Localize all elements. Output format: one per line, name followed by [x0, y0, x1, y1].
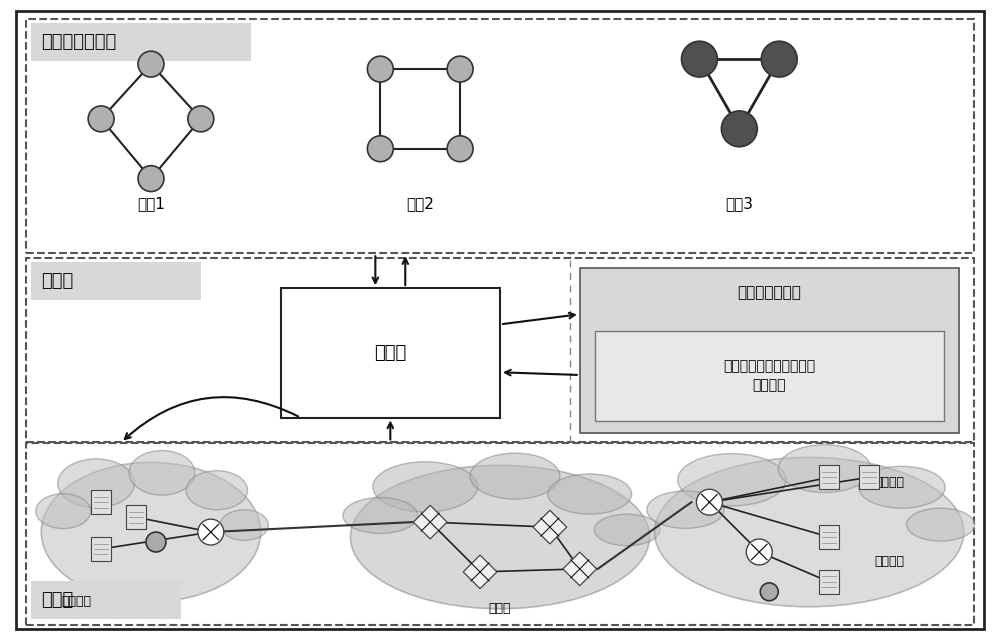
Circle shape	[696, 489, 722, 515]
Ellipse shape	[470, 453, 560, 499]
FancyBboxPatch shape	[31, 24, 251, 61]
Circle shape	[681, 41, 717, 77]
Ellipse shape	[58, 459, 135, 508]
Text: 虚拟网络请求层: 虚拟网络请求层	[41, 33, 117, 51]
FancyBboxPatch shape	[16, 11, 984, 628]
Ellipse shape	[373, 462, 478, 512]
FancyBboxPatch shape	[859, 465, 879, 489]
Circle shape	[760, 583, 778, 601]
Ellipse shape	[907, 508, 975, 541]
Ellipse shape	[41, 463, 261, 602]
Circle shape	[367, 56, 393, 82]
Ellipse shape	[36, 494, 91, 529]
FancyBboxPatch shape	[819, 570, 839, 594]
Circle shape	[138, 51, 164, 77]
FancyBboxPatch shape	[580, 268, 959, 433]
Polygon shape	[563, 552, 597, 586]
Circle shape	[146, 532, 166, 552]
Ellipse shape	[186, 471, 248, 510]
FancyBboxPatch shape	[595, 331, 944, 420]
FancyBboxPatch shape	[91, 490, 111, 514]
Circle shape	[447, 56, 473, 82]
Text: 虚拟网络管理器: 虚拟网络管理器	[737, 286, 801, 300]
Circle shape	[88, 106, 114, 132]
FancyBboxPatch shape	[819, 525, 839, 549]
Text: 控制器: 控制器	[374, 344, 406, 362]
Text: 数据中心: 数据中心	[874, 476, 904, 489]
Polygon shape	[463, 555, 497, 589]
Circle shape	[138, 166, 164, 191]
Text: 请求3: 请求3	[725, 196, 753, 211]
Ellipse shape	[350, 465, 650, 609]
Ellipse shape	[594, 514, 660, 545]
Circle shape	[198, 519, 224, 545]
Text: 请求1: 请求1	[137, 196, 165, 211]
Ellipse shape	[655, 457, 964, 607]
Text: 请求2: 请求2	[406, 196, 434, 211]
Polygon shape	[533, 510, 567, 544]
Text: 物理层: 物理层	[41, 591, 74, 609]
Ellipse shape	[647, 491, 724, 528]
Text: 数据中心: 数据中心	[874, 556, 904, 568]
Ellipse shape	[778, 445, 871, 493]
Ellipse shape	[548, 474, 632, 514]
Ellipse shape	[343, 498, 418, 533]
Circle shape	[721, 111, 757, 147]
FancyBboxPatch shape	[91, 537, 111, 561]
FancyBboxPatch shape	[819, 465, 839, 489]
Polygon shape	[413, 505, 447, 539]
Circle shape	[761, 41, 797, 77]
Circle shape	[746, 539, 772, 565]
Ellipse shape	[859, 466, 945, 508]
Text: 控制层: 控制层	[41, 272, 74, 290]
Text: 数据中心: 数据中心	[61, 595, 91, 608]
Ellipse shape	[129, 450, 195, 495]
FancyBboxPatch shape	[126, 505, 146, 529]
Ellipse shape	[220, 510, 268, 540]
FancyBboxPatch shape	[31, 581, 181, 619]
Text: 基于深度确定性策略梯度
的智能体: 基于深度确定性策略梯度 的智能体	[723, 360, 815, 392]
Ellipse shape	[678, 454, 786, 506]
FancyBboxPatch shape	[281, 288, 500, 417]
Circle shape	[447, 136, 473, 161]
FancyBboxPatch shape	[31, 262, 201, 300]
Circle shape	[188, 106, 214, 132]
Circle shape	[367, 136, 393, 161]
Text: 光网络: 光网络	[489, 602, 511, 615]
